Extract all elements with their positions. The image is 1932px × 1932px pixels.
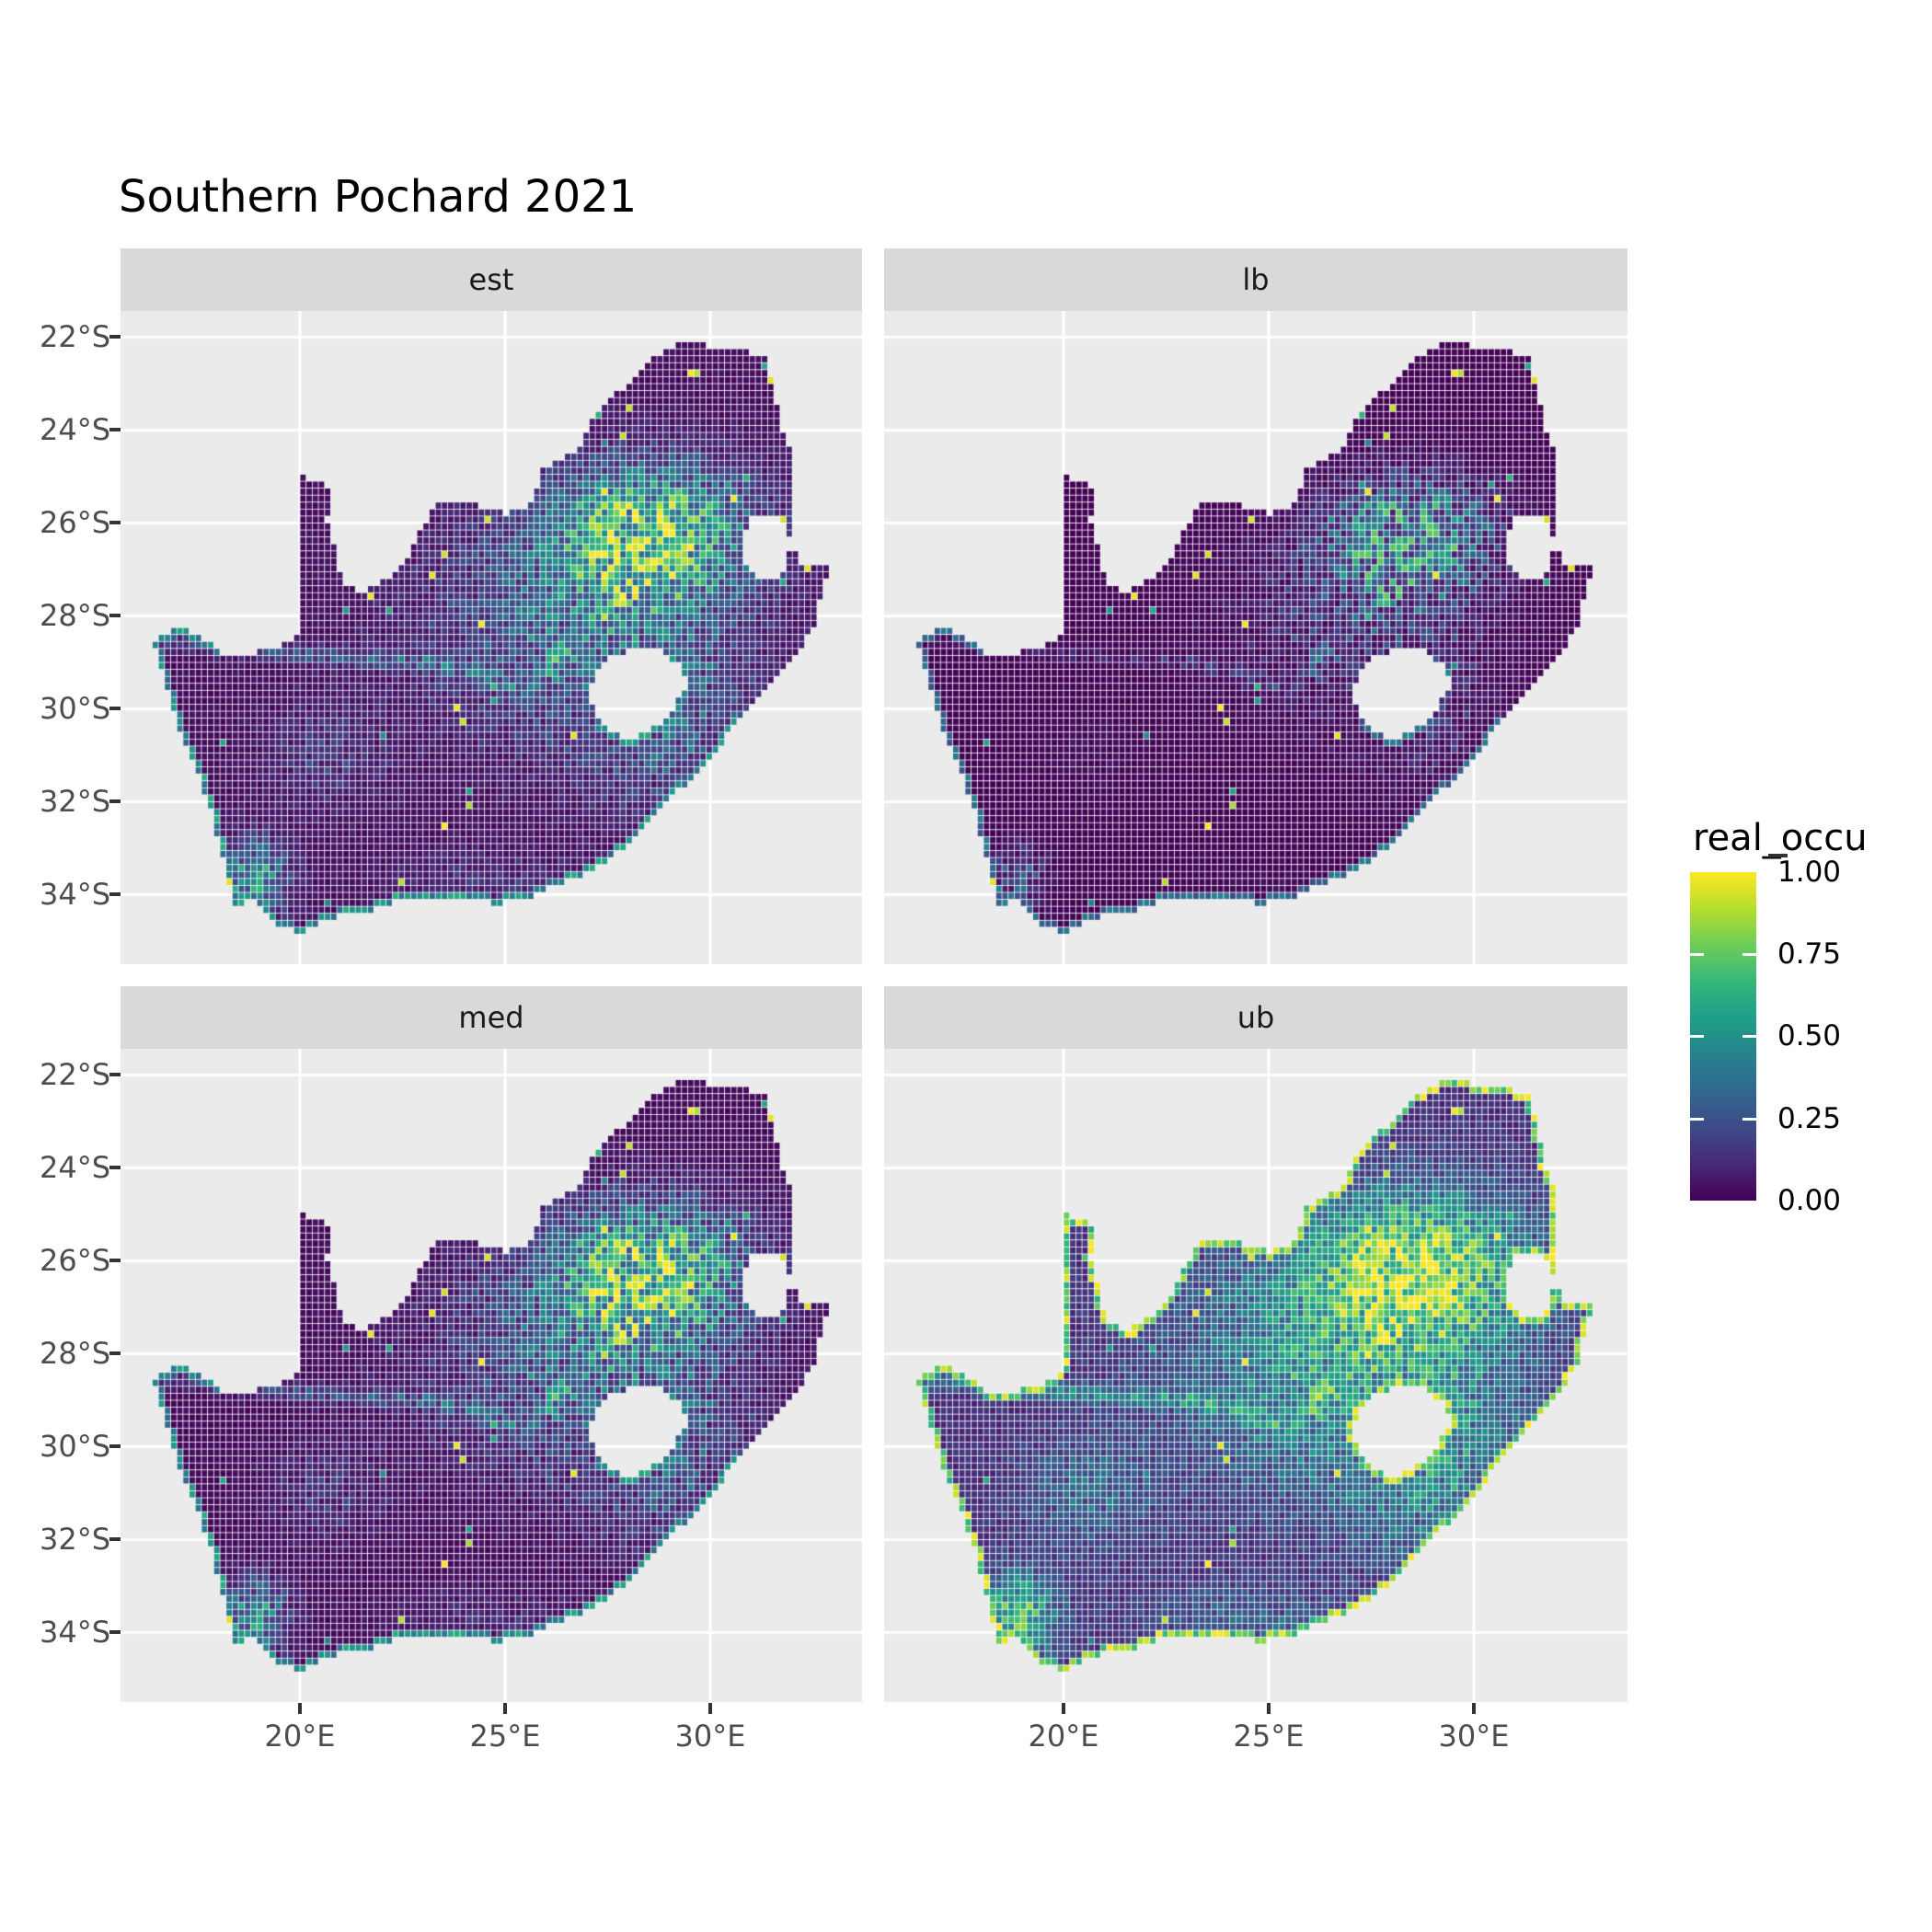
x-axis-tick-label: 20°E [1028, 1719, 1099, 1754]
facet-strip-lb: lb [884, 248, 1627, 311]
y-axis-tick-label: 32°S [39, 784, 110, 819]
y-tick-mark [109, 707, 121, 710]
facet-ub: ub [884, 986, 1627, 1702]
legend-tick-label: 0.75 [1777, 937, 1842, 971]
plot-title: Southern Pochard 2021 [119, 171, 638, 223]
x-tick-mark [1062, 1703, 1065, 1714]
facet-strip-label-med: med [458, 1000, 524, 1035]
legend-tick-mark [1742, 1118, 1756, 1121]
y-tick-mark [109, 428, 121, 431]
y-tick-mark [109, 892, 121, 896]
y-tick-mark [109, 335, 121, 339]
x-tick-mark [503, 1703, 507, 1714]
facet-strip-med: med [121, 986, 862, 1049]
map-panel-lb [884, 311, 1627, 964]
facet-strip-label-lb: lb [1242, 262, 1270, 297]
y-tick-mark [109, 1444, 121, 1448]
facet-strip-label-est: est [468, 262, 514, 297]
y-tick-mark [109, 1259, 121, 1262]
x-tick-mark [1472, 1703, 1476, 1714]
legend-tick-label: 0.25 [1777, 1102, 1842, 1135]
legend-tick-mark [1690, 1035, 1704, 1038]
y-axis-tick-label: 26°S [39, 505, 110, 540]
y-axis-tick-label: 30°S [39, 691, 110, 726]
x-tick-mark [1267, 1703, 1271, 1714]
x-axis-tick-label: 25°E [469, 1719, 541, 1754]
y-axis-tick-label: 22°S [39, 1057, 110, 1092]
legend-tick-label: 1.00 [1777, 856, 1842, 889]
y-tick-mark [109, 799, 121, 803]
facet-med: med [121, 986, 862, 1702]
y-tick-mark [109, 1166, 121, 1169]
y-axis-tick-label: 28°S [39, 598, 110, 633]
y-axis-tick-label: 30°S [39, 1429, 110, 1464]
y-axis-tick-label: 24°S [39, 412, 110, 447]
facet-lb: lb [884, 248, 1627, 964]
y-tick-mark [109, 1073, 121, 1076]
x-axis-tick-label: 20°E [264, 1719, 336, 1754]
facet-strip-ub: ub [884, 986, 1627, 1049]
facet-strip-label-ub: ub [1236, 1000, 1275, 1035]
y-tick-mark [109, 1351, 121, 1355]
y-axis-tick-label: 26°S [39, 1243, 110, 1278]
y-axis-tick-label: 34°S [39, 877, 110, 912]
y-axis-tick-label: 28°S [39, 1336, 110, 1371]
map-panel-est [121, 311, 862, 964]
legend-tick-mark [1768, 854, 1788, 857]
legend-tick-mark [1742, 953, 1756, 956]
map-panel-med [121, 1049, 862, 1702]
legend-tick-mark [1690, 953, 1704, 956]
y-tick-mark [109, 614, 121, 617]
facet-strip-est: est [121, 248, 862, 311]
y-tick-mark [109, 521, 121, 524]
x-tick-mark [708, 1703, 712, 1714]
facet-est: est [121, 248, 862, 964]
x-axis-tick-label: 30°E [1438, 1719, 1510, 1754]
legend-title: real_occu [1693, 817, 1868, 859]
legend-tick-label: 0.50 [1777, 1019, 1842, 1052]
y-tick-mark [109, 1630, 121, 1634]
legend-tick-label: 0.00 [1777, 1184, 1842, 1217]
legend-tick-mark [1690, 1118, 1704, 1121]
x-axis-tick-label: 30°E [674, 1719, 746, 1754]
legend-tick-mark [1742, 1035, 1756, 1038]
y-axis-tick-label: 34°S [39, 1615, 110, 1650]
y-axis-tick-label: 32°S [39, 1522, 110, 1557]
y-tick-mark [109, 1537, 121, 1541]
x-axis-tick-label: 25°E [1233, 1719, 1305, 1754]
map-panel-ub [884, 1049, 1627, 1702]
y-axis-tick-label: 24°S [39, 1150, 110, 1185]
x-tick-mark [298, 1703, 302, 1714]
y-axis-tick-label: 22°S [39, 319, 110, 354]
